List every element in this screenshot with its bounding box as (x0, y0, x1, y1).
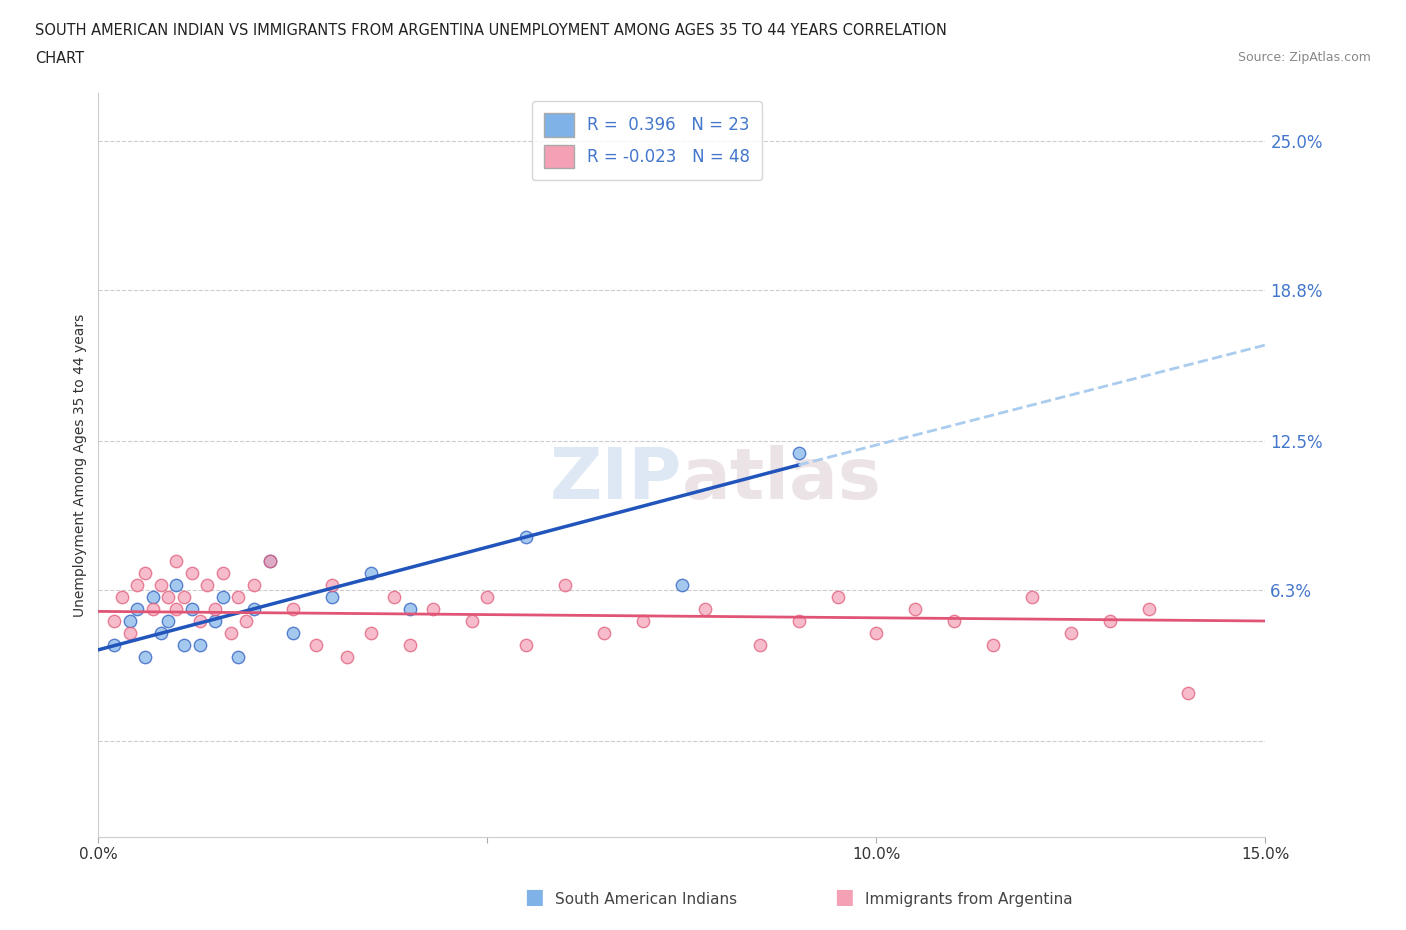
Text: ■: ■ (524, 886, 544, 907)
Point (212, 565, 235, 580)
Point (195, 578, 218, 592)
Point (219, 626, 242, 641)
Point (787, 445, 810, 460)
Point (554, 578, 576, 592)
Text: atlas: atlas (682, 445, 882, 514)
Text: ZIP: ZIP (550, 445, 682, 514)
Point (515, 638, 537, 653)
Point (1098, 614, 1121, 629)
Point (398, 602, 420, 617)
Legend: R =  0.396   N = 23, R = -0.023   N = 48: R = 0.396 N = 23, R = -0.023 N = 48 (531, 101, 762, 180)
Point (1177, 685, 1199, 700)
Point (118, 626, 141, 641)
Point (134, 649, 156, 664)
Text: CHART: CHART (35, 51, 84, 66)
Point (305, 638, 328, 653)
Point (631, 614, 654, 629)
Point (243, 578, 266, 592)
Text: South American Indians: South American Indians (555, 892, 738, 907)
Point (827, 590, 849, 604)
Point (281, 626, 304, 641)
Point (1137, 602, 1160, 617)
Point (981, 638, 1004, 653)
Point (103, 638, 125, 653)
Point (398, 638, 420, 653)
Point (422, 602, 444, 617)
Text: Source: ZipAtlas.com: Source: ZipAtlas.com (1237, 51, 1371, 64)
Point (1060, 626, 1083, 641)
Point (188, 638, 211, 653)
Point (157, 590, 180, 604)
Point (188, 614, 211, 629)
Point (281, 602, 304, 617)
Point (103, 614, 125, 629)
Point (142, 602, 165, 617)
Point (165, 602, 187, 617)
Point (111, 590, 134, 604)
Point (943, 614, 966, 629)
Point (204, 602, 226, 617)
Point (259, 553, 281, 568)
Point (127, 602, 149, 617)
Point (360, 626, 382, 641)
Point (321, 578, 343, 592)
Point (243, 602, 266, 617)
Point (235, 614, 257, 629)
Point (1021, 590, 1043, 604)
Point (204, 614, 226, 629)
Y-axis label: Unemployment Among Ages 35 to 44 years: Unemployment Among Ages 35 to 44 years (73, 313, 87, 617)
Point (149, 578, 172, 592)
Point (149, 626, 172, 641)
Point (477, 590, 499, 604)
Point (127, 578, 149, 592)
Point (165, 578, 187, 592)
Point (336, 649, 359, 664)
Point (165, 553, 187, 568)
Point (671, 578, 693, 592)
Point (212, 590, 235, 604)
Point (118, 614, 141, 629)
Point (173, 590, 195, 604)
Text: SOUTH AMERICAN INDIAN VS IMMIGRANTS FROM ARGENTINA UNEMPLOYMENT AMONG AGES 35 TO: SOUTH AMERICAN INDIAN VS IMMIGRANTS FROM… (35, 23, 948, 38)
Text: Immigrants from Argentina: Immigrants from Argentina (865, 892, 1073, 907)
Point (142, 590, 165, 604)
Point (865, 626, 887, 641)
Point (904, 602, 927, 617)
Point (228, 649, 250, 664)
Point (259, 553, 281, 568)
Point (134, 565, 156, 580)
Point (180, 565, 202, 580)
Point (515, 529, 537, 544)
Point (748, 638, 770, 653)
Point (180, 602, 202, 617)
Point (173, 638, 195, 653)
Point (157, 614, 180, 629)
Point (695, 602, 717, 617)
Point (787, 614, 810, 629)
Point (382, 590, 405, 604)
Point (321, 590, 343, 604)
Point (593, 626, 616, 641)
Point (228, 590, 250, 604)
Text: ■: ■ (834, 886, 853, 907)
Point (360, 565, 382, 580)
Point (461, 614, 484, 629)
